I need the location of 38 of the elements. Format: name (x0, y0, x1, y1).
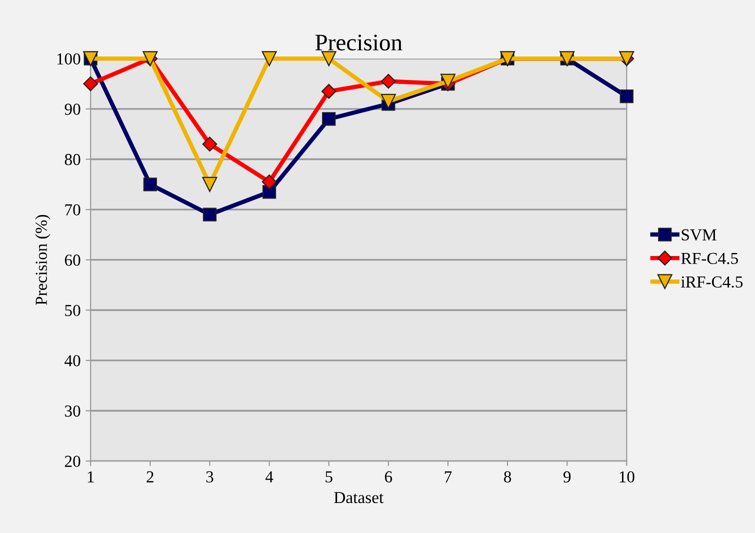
point (321, 51, 336, 66)
point (322, 112, 336, 126)
x-axis-title: Dataset (334, 492, 384, 504)
y-tick-label: 70 (65, 204, 80, 216)
point (380, 74, 396, 89)
legend-label: iRF-C4.5 (681, 276, 743, 288)
x-tick-label: 10 (620, 471, 634, 482)
x-tick-label: 4 (265, 471, 274, 482)
y-tick-label: 60 (64, 254, 80, 266)
y-axis-title: Precision (%) (35, 214, 50, 305)
x-tick-label: 2 (146, 471, 154, 482)
y-tick-label: 20 (64, 456, 80, 467)
y-tick-label: 50 (65, 304, 80, 316)
x-tick-label: 8 (504, 471, 512, 482)
point (202, 136, 218, 152)
y-tick-label: 90 (64, 104, 80, 115)
x-tick-label: 6 (384, 471, 392, 482)
legend-label: RF-C4.5 (681, 252, 738, 264)
x-tick-label: 1 (88, 471, 94, 482)
point (262, 174, 277, 190)
x-tick-label: 3 (206, 471, 214, 482)
x-tick-label: 9 (563, 471, 571, 482)
point (620, 90, 634, 104)
chart-title: Precision (315, 34, 402, 51)
point (380, 94, 396, 109)
point (202, 176, 218, 192)
y-tick-label: 100 (57, 53, 80, 65)
point (321, 84, 336, 99)
y-tick-label: 80 (64, 154, 80, 166)
point (143, 178, 157, 192)
point (202, 208, 217, 222)
y-tick-label: 30 (65, 405, 80, 417)
point (83, 76, 98, 92)
legend-label: SVM (682, 229, 716, 241)
x-tick-label: 7 (444, 471, 452, 482)
y-tick-label: 40 (64, 355, 80, 366)
point (262, 51, 277, 66)
x-tick-label: 5 (326, 471, 332, 482)
